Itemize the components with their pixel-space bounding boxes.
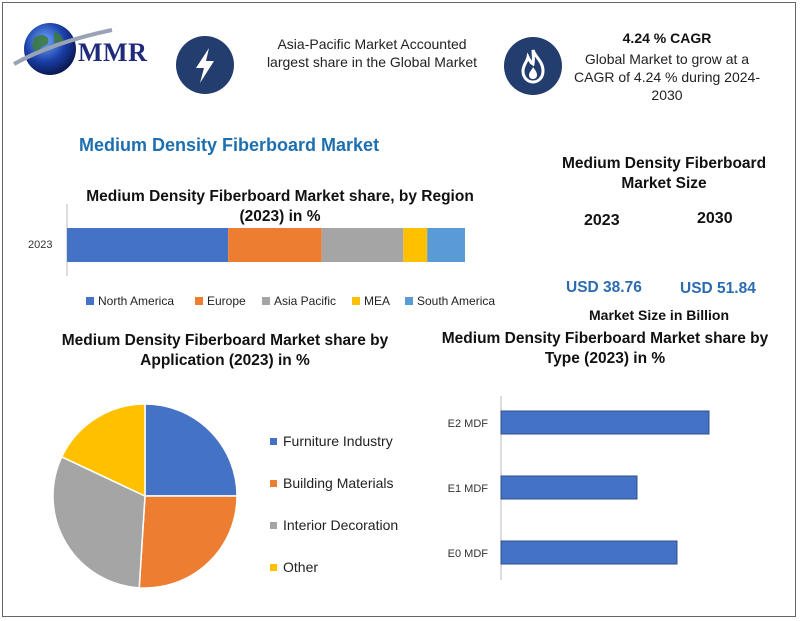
flame-icon	[504, 37, 562, 95]
type-category-label-e1-mdf: E1 MDF	[448, 483, 489, 495]
type-category-label-e2-mdf: E2 MDF	[448, 418, 489, 430]
legend-swatch	[270, 521, 277, 529]
market-size-title: Medium Density Fiberboard Market Size	[561, 155, 767, 192]
cagr-title: 4.24 % CAGR	[622, 30, 712, 46]
pie-slice-other	[60, 403, 146, 498]
pie-legend-item-building-materials: Building Materials	[270, 475, 394, 491]
region-bar-segment-asia-pacific	[321, 228, 404, 262]
legend-swatch	[262, 296, 270, 305]
legend-swatch	[352, 296, 360, 305]
region-bar-segment-north-america	[67, 228, 229, 262]
value-2023: USD 38.76	[566, 279, 642, 296]
region-legend-item-north-america: North America	[86, 294, 174, 308]
type-bar-e0-mdf	[500, 540, 678, 565]
legend-label: South America	[417, 294, 496, 308]
mmr-logo: MMR	[12, 16, 162, 82]
pie-legend-item-interior-decoration: Interior Decoration	[270, 517, 398, 533]
lightning-icon	[176, 36, 234, 94]
legend-label: MEA	[364, 294, 391, 308]
region-bar-segment-europe	[228, 228, 322, 262]
type-category-label-e0-mdf: E0 MDF	[448, 548, 489, 560]
apac-text: Asia-Pacific Market Accounted largest sh…	[266, 36, 478, 70]
legend-label: Furniture Industry	[283, 433, 393, 449]
region-stacked-bar-chart: 2023	[28, 204, 465, 276]
legend-label: Asia Pacific	[274, 294, 337, 308]
region-category-label: 2023	[28, 239, 52, 251]
legend-label: North America	[98, 294, 175, 308]
pie-legend-item-other: Other	[270, 559, 318, 575]
cagr-text: Global Market to grow at a CAGR of 4.24 …	[574, 51, 760, 103]
unit-label: Market Size in Billion	[589, 307, 730, 323]
logo-text: MMR	[78, 38, 148, 67]
region-legend-item-europe: Europe	[195, 294, 246, 308]
value-2030: USD 51.84	[680, 280, 756, 297]
pie-slice-interior-decoration	[52, 455, 146, 589]
application-pie-chart	[52, 403, 238, 589]
globe-icon	[13, 23, 113, 75]
legend-label: Building Materials	[283, 475, 394, 491]
legend-swatch	[195, 296, 203, 305]
type-bar-chart: E2 MDF E1 MDF E0 MDF	[448, 396, 710, 580]
type-chart-title: Medium Density Fiberboard Market share b…	[441, 330, 769, 367]
legend-label: Interior Decoration	[283, 517, 399, 533]
legend-swatch	[86, 296, 94, 305]
pie-slice-furniture-industry	[144, 403, 238, 497]
legend-swatch	[405, 296, 413, 305]
year-2023: 2023	[584, 212, 620, 229]
application-chart-title: Medium Density Fiberboard Market share b…	[61, 332, 389, 369]
legend-swatch	[270, 563, 277, 571]
legend-swatch	[270, 437, 277, 445]
pie-legend-item-furniture-industry: Furniture Industry	[270, 433, 393, 449]
legend-swatch	[270, 479, 277, 487]
region-legend-item-mea: MEA	[352, 294, 390, 308]
legend-label: Europe	[207, 294, 246, 308]
region-bar-segment-mea	[403, 228, 428, 262]
pie-slice-building-materials	[138, 495, 238, 589]
region-bar-segment-south-america	[427, 228, 465, 262]
region-legend-item-south-america: South America	[405, 294, 495, 308]
type-bar-e1-mdf	[500, 475, 638, 500]
legend-label: Other	[283, 559, 319, 575]
year-2030: 2030	[697, 210, 733, 227]
region-legend-item-asia-pacific: Asia Pacific	[262, 294, 336, 308]
type-bar-e2-mdf	[500, 410, 710, 435]
region-chart-title: Medium Density Fiberboard Market share, …	[86, 188, 474, 225]
main-title: Medium Density Fiberboard Market	[79, 135, 380, 155]
